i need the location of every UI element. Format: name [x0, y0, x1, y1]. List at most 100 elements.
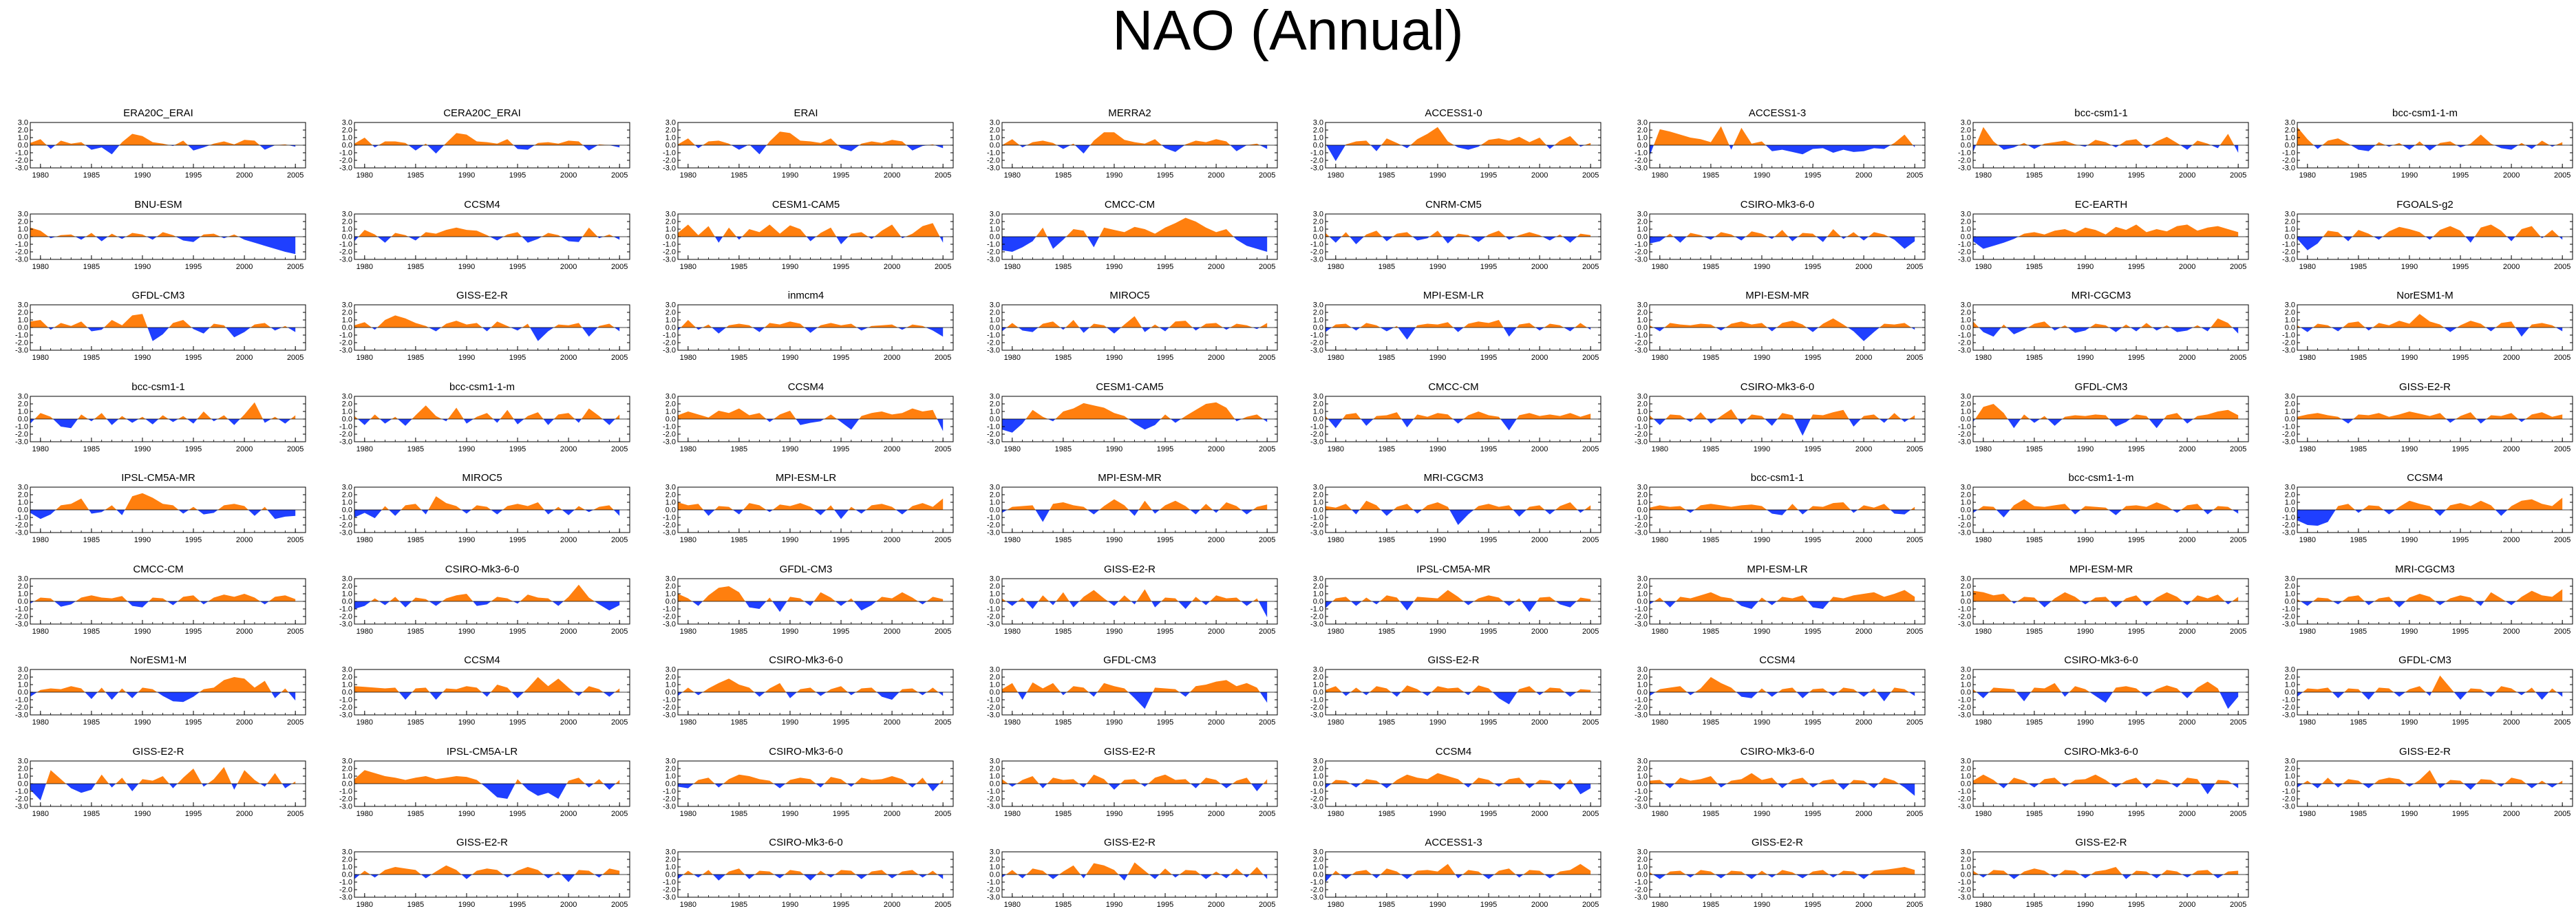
positive-area: [2297, 589, 2562, 601]
x-tick-label: 2005: [2230, 901, 2246, 909]
x-tick-label: 1995: [1480, 901, 1497, 909]
x-tick-label: 1980: [356, 263, 372, 271]
y-tick-label: -3.0: [1635, 894, 1648, 902]
x-tick-label: 2000: [2502, 718, 2519, 727]
x-tick-label: 1995: [2128, 263, 2144, 271]
x-tick-label: 1995: [509, 354, 525, 362]
x-tick-label: 1990: [2401, 263, 2417, 271]
x-tick-label: 1980: [2299, 445, 2315, 453]
y-tick-label: -3.0: [2282, 438, 2295, 446]
positive-area: [1650, 502, 1915, 510]
x-tick-label: 2000: [884, 263, 900, 271]
y-tick-label: -3.0: [2282, 529, 2295, 537]
positive-area: [1002, 500, 1267, 510]
x-tick-label: 1990: [458, 354, 474, 362]
positive-area: [1650, 319, 1915, 328]
x-tick-label: 2005: [1258, 718, 1275, 727]
x-tick-label: 2005: [1906, 628, 1922, 636]
x-tick-label: 1985: [2026, 628, 2043, 636]
x-tick-label: 2005: [935, 718, 951, 727]
negative-area: [678, 328, 943, 336]
x-tick-label: 2005: [935, 536, 951, 544]
x-tick-label: 1985: [2026, 263, 2043, 271]
x-tick-label: 2005: [287, 263, 304, 271]
negative-area: [1326, 784, 1590, 794]
positive-area: [1326, 320, 1590, 328]
x-tick-label: 2005: [2553, 171, 2570, 180]
x-tick-label: 1995: [509, 445, 525, 453]
y-tick-label: -3.0: [1958, 711, 1971, 720]
positive-area: [678, 678, 943, 692]
x-tick-label: 2005: [935, 901, 951, 909]
x-tick-label: 2000: [2179, 171, 2195, 180]
y-tick-label: -3.0: [1310, 802, 1323, 811]
y-tick-label: -3.0: [987, 347, 1000, 355]
x-tick-label: 1995: [2128, 718, 2144, 727]
negative-area: [1973, 328, 2238, 336]
x-tick-label: 1995: [1156, 171, 1173, 180]
negative-area: [1973, 510, 2238, 517]
x-tick-label: 2005: [2230, 810, 2246, 818]
x-tick-label: 2005: [1906, 901, 1922, 909]
x-tick-label: 1980: [356, 536, 372, 544]
y-tick-label: -3.0: [663, 255, 676, 264]
positive-area: [1650, 409, 1915, 418]
negative-area: [1002, 510, 1267, 522]
x-tick-label: 1985: [1379, 901, 1395, 909]
positive-area: [354, 405, 619, 419]
positive-area: [1650, 773, 1915, 783]
x-tick-label: 2000: [884, 628, 900, 636]
y-tick-label: -3.0: [2282, 164, 2295, 173]
positive-area: [678, 223, 943, 237]
x-tick-label: 2005: [1582, 445, 1599, 453]
x-tick-label: 2005: [610, 901, 627, 909]
x-tick-label: 2000: [2502, 536, 2519, 544]
x-tick-label: 1995: [1156, 445, 1173, 453]
x-tick-label: 1990: [1429, 628, 1446, 636]
x-tick-label: 1990: [1429, 263, 1446, 271]
negative-area: [1326, 601, 1590, 612]
x-tick-label: 1990: [134, 536, 151, 544]
x-tick-label: 1980: [1975, 901, 1992, 909]
x-tick-label: 1995: [2128, 171, 2144, 180]
x-tick-label: 1990: [134, 810, 151, 818]
positive-area: [1973, 867, 2238, 875]
x-tick-label: 1980: [2299, 354, 2315, 362]
x-tick-label: 2005: [610, 628, 627, 636]
x-tick-label: 2000: [2179, 445, 2195, 453]
positive-area: [1326, 411, 1590, 419]
x-tick-label: 1995: [2128, 901, 2144, 909]
x-tick-label: 2005: [2553, 810, 2570, 818]
x-tick-label: 1980: [1651, 901, 1668, 909]
x-tick-label: 1985: [83, 536, 100, 544]
x-tick-label: 2000: [2502, 171, 2519, 180]
x-tick-label: 1995: [1480, 354, 1497, 362]
x-tick-label: 1985: [2026, 810, 2043, 818]
x-tick-label: 1990: [2077, 171, 2094, 180]
x-tick-label: 1985: [731, 536, 747, 544]
positive-area: [30, 402, 295, 418]
x-tick-label: 1990: [2077, 810, 2094, 818]
x-tick-label: 2005: [287, 171, 304, 180]
x-tick-label: 1985: [1379, 171, 1395, 180]
positive-area: [1650, 677, 1915, 692]
x-tick-label: 1980: [1651, 536, 1668, 544]
x-tick-label: 1980: [680, 263, 696, 271]
